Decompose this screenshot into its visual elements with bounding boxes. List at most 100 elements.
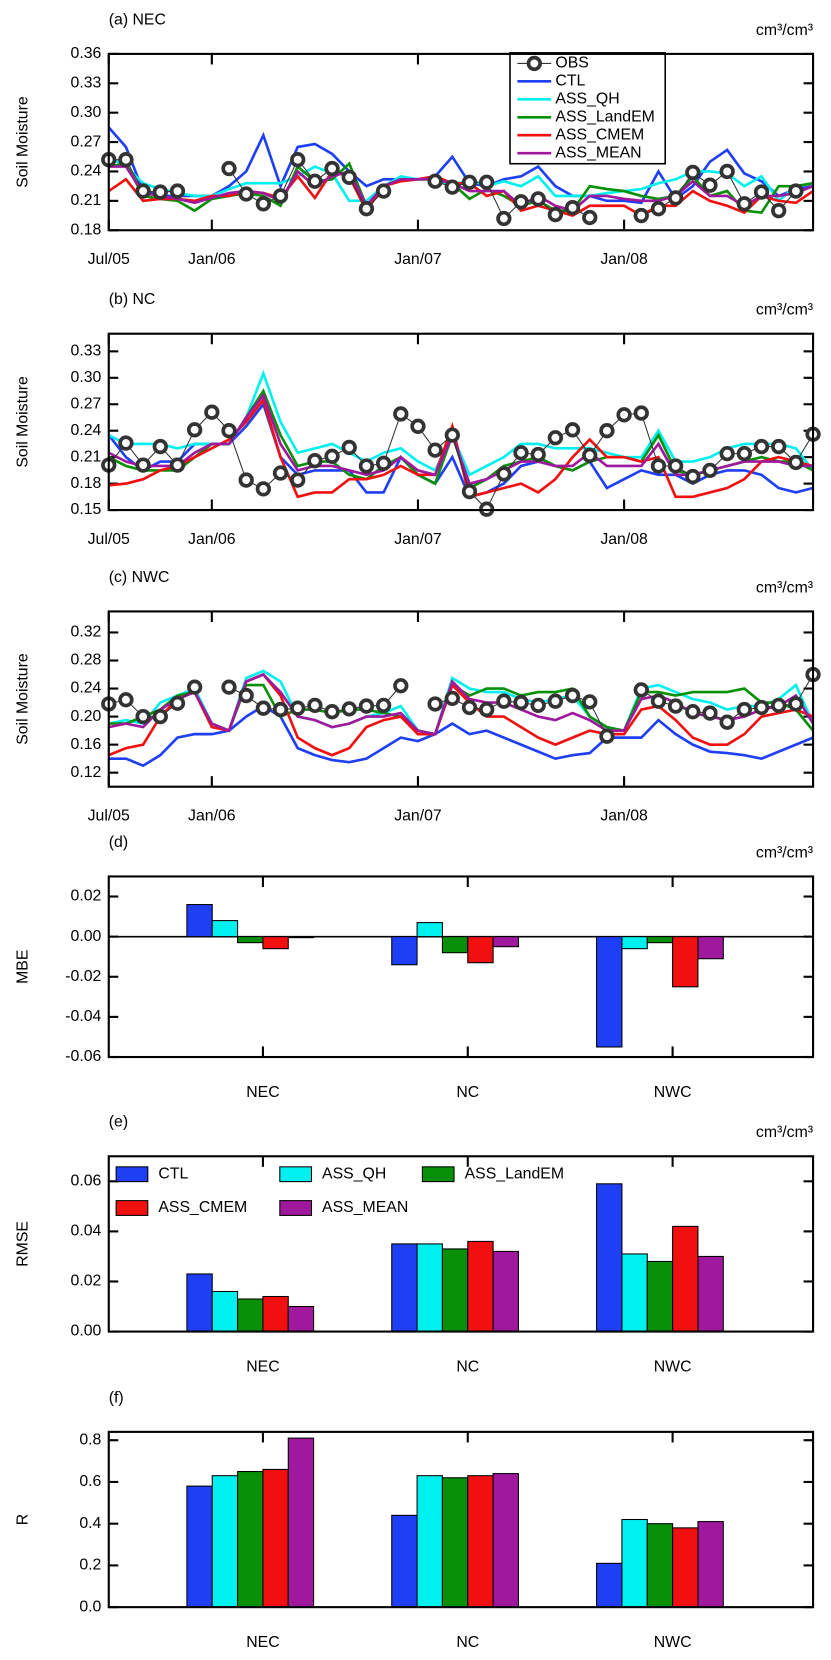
obs-marker bbox=[530, 191, 546, 207]
obs-marker bbox=[324, 160, 340, 177]
bar bbox=[492, 936, 519, 948]
unit-label: cm³/cm³ bbox=[756, 844, 813, 861]
bar bbox=[186, 1273, 213, 1333]
obs-marker bbox=[599, 423, 615, 439]
obs-marker bbox=[272, 465, 289, 481]
obs-marker bbox=[667, 458, 684, 474]
obs-marker bbox=[221, 160, 237, 177]
x-tick-label: NWC bbox=[654, 1084, 692, 1101]
y-tick-label: 0.04 bbox=[71, 1223, 102, 1240]
plot-frame bbox=[107, 332, 815, 512]
obs-marker bbox=[444, 427, 460, 443]
obs-marker bbox=[186, 422, 203, 438]
x-tick-label: NEC bbox=[246, 1359, 279, 1376]
plot-frame bbox=[107, 1155, 815, 1333]
obs-marker bbox=[169, 695, 186, 711]
unit-label: cm³/cm³ bbox=[756, 579, 813, 596]
bar bbox=[391, 936, 418, 966]
obs-marker bbox=[135, 457, 151, 473]
y-tick-label: 0.24 bbox=[71, 680, 102, 697]
obs-marker bbox=[272, 701, 289, 718]
obs-marker bbox=[290, 472, 306, 488]
unit-label: cm³/cm³ bbox=[756, 1124, 813, 1141]
obs-marker bbox=[650, 458, 667, 474]
y-tick-label: 0.02 bbox=[71, 888, 102, 905]
obs-marker bbox=[358, 201, 375, 217]
bar bbox=[467, 1475, 494, 1608]
y-tick-label: 0.24 bbox=[71, 163, 102, 180]
obs-marker bbox=[616, 407, 632, 423]
obs-marker bbox=[753, 699, 770, 716]
panel-title: (a) NEC bbox=[109, 11, 166, 28]
obs-marker bbox=[290, 152, 306, 168]
y-axis-label: Soil Moisture bbox=[14, 96, 31, 188]
bar bbox=[237, 1470, 264, 1608]
y-tick-label: 0.28 bbox=[71, 652, 102, 669]
bar bbox=[697, 1255, 724, 1333]
bar bbox=[416, 922, 443, 938]
obs-marker bbox=[135, 708, 151, 725]
obs-marker bbox=[135, 183, 151, 199]
obs-marker bbox=[719, 163, 735, 180]
y-tick-label: 0.0 bbox=[79, 1598, 101, 1615]
obs-marker bbox=[324, 704, 340, 720]
x-tick-label: Jan/08 bbox=[600, 531, 648, 548]
y-tick-label: 0.15 bbox=[71, 501, 102, 518]
x-tick-label: Jul/05 bbox=[88, 531, 130, 548]
unit-label: cm³/cm³ bbox=[756, 302, 813, 319]
obs-marker bbox=[118, 152, 134, 168]
obs-marker bbox=[753, 184, 770, 200]
obs-marker bbox=[530, 446, 546, 463]
y-tick-label: 0.32 bbox=[71, 624, 102, 641]
obs-marker bbox=[272, 188, 289, 204]
obs-marker bbox=[702, 462, 718, 479]
obs-marker bbox=[221, 423, 237, 439]
bar bbox=[237, 1298, 264, 1333]
obs-marker bbox=[479, 701, 495, 718]
y-tick-label: 0.06 bbox=[71, 1173, 102, 1190]
bar bbox=[416, 1243, 443, 1333]
x-tick-label: NC bbox=[456, 1634, 479, 1651]
legend-label: ASS_CMEM bbox=[158, 1199, 247, 1216]
y-tick-label: 0.30 bbox=[71, 104, 102, 121]
legend-label: CTL bbox=[158, 1165, 188, 1182]
obs-marker bbox=[255, 481, 272, 497]
obs-marker bbox=[152, 438, 168, 455]
x-tick-label: Jul/05 bbox=[88, 807, 130, 824]
obs-marker bbox=[582, 447, 598, 464]
x-tick-label: NWC bbox=[654, 1634, 692, 1651]
series-line bbox=[108, 169, 814, 218]
panel-title: (d) bbox=[109, 834, 128, 851]
x-tick-label: Jan/06 bbox=[188, 251, 236, 268]
obs-marker bbox=[444, 690, 460, 707]
bar bbox=[467, 1240, 494, 1333]
legend-box bbox=[509, 52, 667, 165]
y-tick-label: 0.12 bbox=[71, 764, 102, 781]
obs-marker bbox=[771, 438, 787, 455]
obs-marker bbox=[375, 455, 392, 471]
bar bbox=[211, 1475, 239, 1608]
y-tick-label: 0.2 bbox=[79, 1557, 101, 1574]
obs-marker bbox=[496, 210, 512, 227]
plot-frame bbox=[107, 1430, 815, 1609]
bar bbox=[467, 936, 494, 964]
obs-marker bbox=[702, 177, 718, 193]
bar bbox=[621, 1518, 648, 1608]
bar bbox=[492, 1473, 519, 1608]
obs-marker bbox=[633, 682, 649, 698]
bar bbox=[441, 1248, 469, 1333]
obs-marker bbox=[513, 194, 529, 210]
bar bbox=[621, 1253, 648, 1333]
legend-swatch bbox=[115, 1200, 149, 1216]
y-tick-label: 0.18 bbox=[71, 475, 102, 492]
obs-marker bbox=[238, 186, 254, 202]
bar bbox=[672, 1225, 699, 1333]
x-tick-label: Jan/06 bbox=[188, 807, 236, 824]
y-tick-label: 0.02 bbox=[71, 1273, 102, 1290]
obs-marker bbox=[221, 679, 237, 695]
obs-marker bbox=[358, 698, 375, 714]
bar bbox=[672, 1527, 699, 1608]
legend-swatch bbox=[421, 1166, 455, 1183]
bar bbox=[492, 1250, 519, 1333]
